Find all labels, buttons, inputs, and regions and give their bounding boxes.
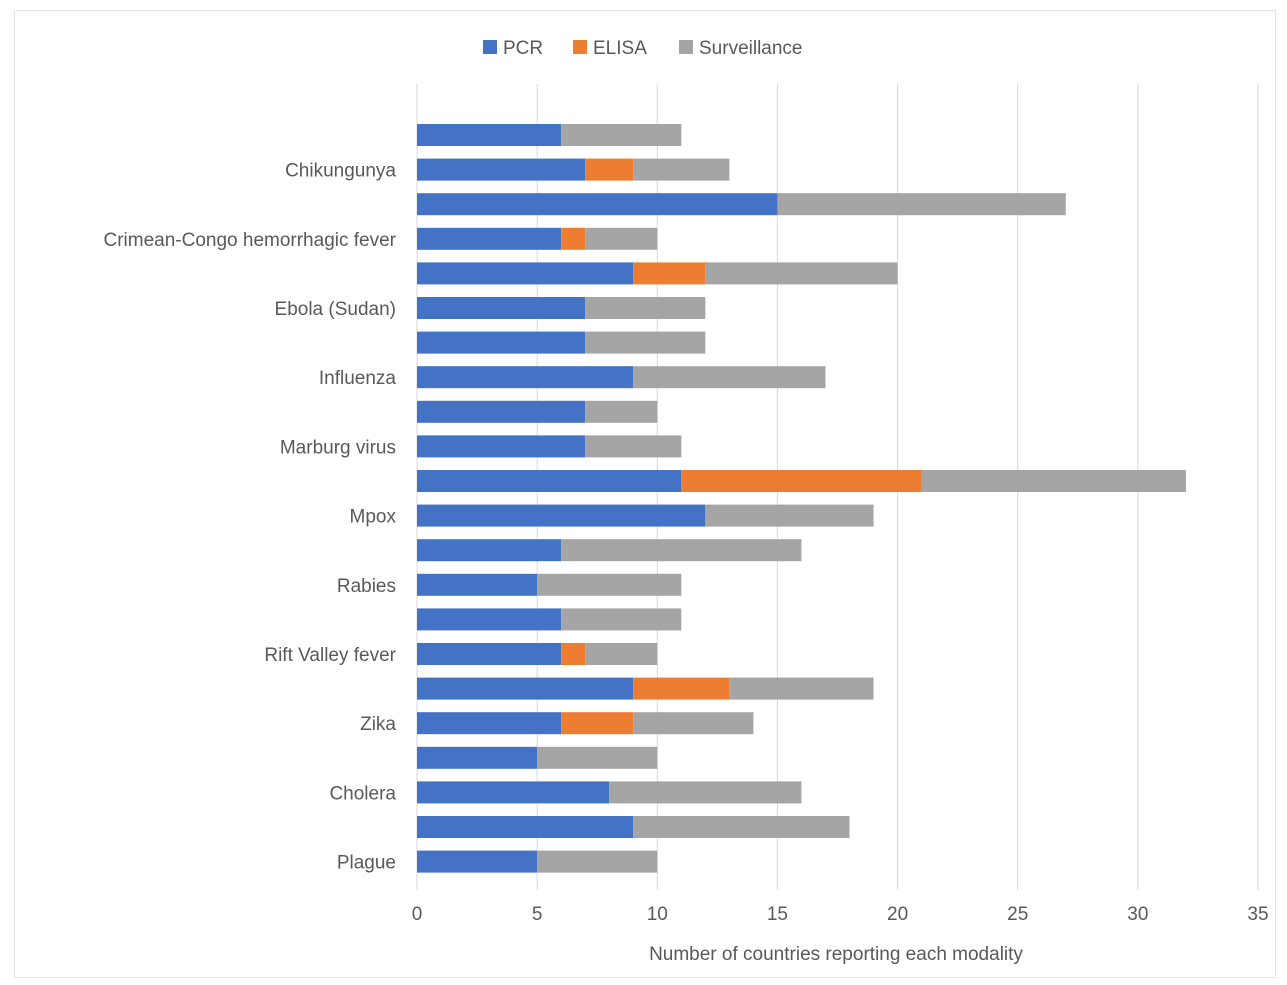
- bar-pcr-4: [417, 262, 634, 285]
- bar-pcr-3: [417, 227, 562, 250]
- bar-elisa-17: [561, 712, 634, 735]
- x-tick-label: 35: [1247, 904, 1268, 925]
- bar-pcr-13: [417, 573, 538, 596]
- x-tick-label: 10: [647, 904, 668, 925]
- category-label: Marburg virus: [280, 437, 396, 458]
- bar-pcr-10: [417, 470, 682, 492]
- bar-pcr-7: [417, 366, 634, 389]
- bar-surveillance-8: [585, 400, 658, 423]
- x-tick-label: 25: [1007, 904, 1028, 925]
- bar-surveillance-5: [585, 297, 706, 319]
- bar-pcr-21: [417, 850, 538, 873]
- bar-pcr-8: [417, 400, 586, 423]
- category-label: Cholera: [329, 783, 396, 804]
- legend-swatch-pcr: [483, 40, 497, 54]
- bar-pcr-16: [417, 677, 634, 700]
- bar-surveillance-15: [585, 643, 658, 665]
- x-axis-title: Number of countries reporting each modal…: [649, 944, 1023, 965]
- legend-label-surveillance: Surveillance: [699, 38, 803, 59]
- bar-pcr-6: [417, 331, 586, 354]
- legend-label-elisa: ELISA: [593, 38, 647, 59]
- bar-surveillance-4: [705, 262, 898, 285]
- legend: PCR ELISA Surveillance: [483, 38, 803, 59]
- bar-surveillance-6: [585, 331, 706, 354]
- category-label: Crimean-Congo hemorrhagic fever: [103, 230, 396, 251]
- x-tick-label: 15: [767, 904, 788, 925]
- bar-elisa-1: [585, 158, 634, 181]
- bar-pcr-17: [417, 712, 562, 735]
- bar-surveillance-16: [729, 677, 874, 700]
- bar-pcr-5: [417, 297, 586, 319]
- bar-pcr-19: [417, 781, 610, 804]
- legend-swatch-elisa: [573, 40, 587, 54]
- bar-pcr-20: [417, 816, 634, 838]
- x-tick-label: 30: [1127, 904, 1148, 925]
- chart-frame: [14, 10, 1276, 978]
- bar-surveillance-17: [633, 712, 754, 735]
- x-tick-label: 20: [887, 904, 908, 925]
- category-labels: Chikungunya Crimean-Congo hemorrhagic fev…: [103, 161, 396, 874]
- bar-surveillance-9: [585, 435, 682, 458]
- bar-surveillance-11: [705, 504, 874, 527]
- bar-surveillance-21: [537, 850, 658, 873]
- bar-pcr-12: [417, 539, 562, 562]
- category-label: Rabies: [337, 576, 396, 597]
- bars: [417, 124, 1186, 873]
- bar-surveillance-12: [561, 539, 802, 562]
- category-label: Mpox: [350, 507, 397, 528]
- bar-surveillance-2: [777, 193, 1066, 216]
- bar-surveillance-3: [585, 227, 658, 250]
- bar-pcr-0: [417, 124, 562, 146]
- bar-elisa-10: [681, 470, 922, 492]
- bar-surveillance-18: [537, 746, 658, 769]
- bar-surveillance-19: [609, 781, 802, 804]
- legend-swatch-surveillance: [679, 40, 693, 54]
- bar-surveillance-7: [633, 366, 826, 389]
- bar-surveillance-10: [921, 470, 1186, 492]
- bar-surveillance-14: [561, 608, 682, 631]
- legend-label-pcr: PCR: [503, 38, 543, 59]
- bar-elisa-4: [633, 262, 706, 285]
- x-tick-labels: 0 5 10 15 20 25 30 35: [412, 904, 1269, 925]
- category-label: Zika: [360, 714, 396, 735]
- bar-pcr-11: [417, 504, 706, 527]
- category-label: Rift Valley fever: [264, 645, 396, 666]
- bar-pcr-9: [417, 435, 586, 458]
- bar-elisa-16: [633, 677, 730, 700]
- bar-elisa-3: [561, 227, 586, 250]
- bar-surveillance-13: [537, 573, 682, 596]
- bar-surveillance-1: [633, 158, 730, 181]
- category-label: Influenza: [319, 368, 397, 389]
- bar-elisa-15: [561, 643, 586, 665]
- x-tick-label: 0: [412, 904, 423, 925]
- category-label: Chikungunya: [285, 161, 396, 182]
- bar-pcr-2: [417, 193, 778, 216]
- category-label: Plague: [337, 853, 396, 874]
- bar-pcr-18: [417, 746, 538, 769]
- category-label: Ebola (Sudan): [275, 299, 396, 320]
- bar-surveillance-20: [633, 816, 850, 838]
- bar-pcr-1: [417, 158, 586, 181]
- x-tick-label: 5: [532, 904, 543, 925]
- bar-surveillance-0: [561, 124, 682, 146]
- bar-pcr-14: [417, 608, 562, 631]
- bar-pcr-15: [417, 643, 562, 665]
